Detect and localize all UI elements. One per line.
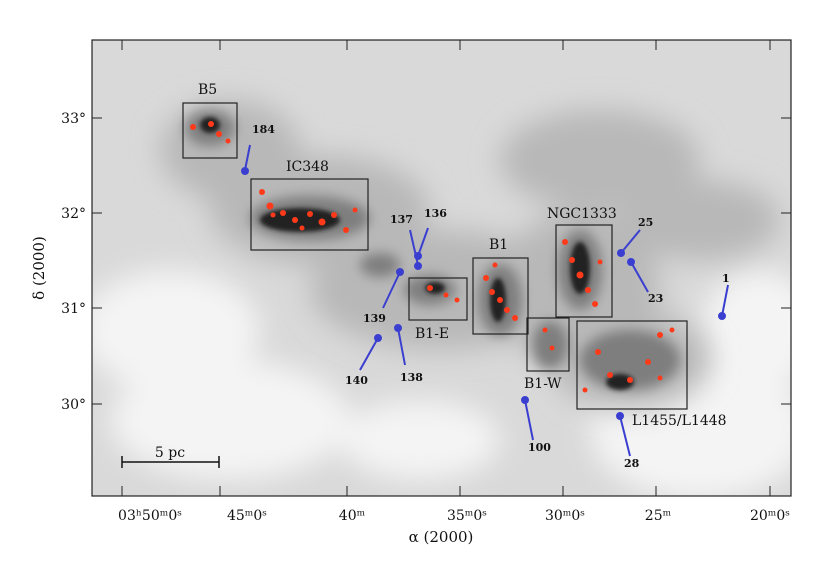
tick-marks: [92, 40, 791, 496]
y-tick-label: 31°: [61, 301, 86, 317]
region-box-b1w: [526, 317, 570, 372]
clump-markers: [190, 121, 675, 393]
marker-label-136: 136: [424, 207, 447, 220]
marker-label-184: 184: [252, 123, 275, 136]
marker-label-139: 139: [363, 312, 386, 325]
marker-label-25: 25: [638, 216, 653, 229]
marker-label-138: 138: [400, 371, 423, 384]
marker-label-23: 23: [648, 292, 663, 305]
region-label-b1w: B1-W: [524, 376, 562, 392]
region-label-l1455: L1455/L1448: [632, 413, 727, 429]
scale-bar: [121, 456, 220, 468]
region-box-b5: [182, 102, 238, 159]
region-box-ngc1333: [555, 224, 613, 318]
y-axis-title: δ (2000): [30, 236, 48, 300]
region-box-ic348: [250, 178, 369, 251]
object-markers: [241, 144, 729, 457]
region-label-b1: B1: [489, 237, 508, 253]
x-tick-label: 45ᵐ0ˢ: [227, 508, 267, 524]
plot-frame: [91, 39, 792, 497]
scale-bar-label: 5 pc: [155, 445, 185, 461]
x-tick-label: 25ᵐ: [645, 508, 672, 524]
marker-label-140: 140: [345, 374, 368, 387]
region-label-b1e: B1-E: [415, 326, 449, 342]
x-axis-title: α (2000): [409, 528, 474, 546]
marker-label-1: 1: [722, 272, 730, 285]
y-tick-label: 33°: [61, 111, 86, 127]
extinction-map: [92, 40, 791, 496]
region-label-ngc1333: NGC1333: [547, 206, 617, 222]
marker-label-100: 100: [528, 441, 551, 454]
region-boxes: [182, 102, 688, 410]
region-label-b5: B5: [198, 82, 217, 98]
y-tick-label: 30°: [61, 397, 86, 413]
x-tick-label: 35ᵐ0ˢ: [447, 508, 487, 524]
region-box-b1e: [408, 277, 468, 321]
x-tick-label: 03ʰ50ᵐ0ˢ: [118, 508, 182, 524]
region-box-l1455: [576, 320, 688, 410]
x-tick-label: 20ᵐ0ˢ: [750, 508, 790, 524]
marker-label-137: 137: [390, 213, 413, 226]
x-tick-label: 40ᵐ: [339, 508, 366, 524]
marker-label-28: 28: [624, 457, 640, 470]
x-tick-label: 30ᵐ0ˢ: [545, 508, 585, 524]
region-box-b1: [472, 257, 529, 335]
y-tick-label: 32°: [61, 206, 86, 222]
region-label-ic348: IC348: [286, 159, 329, 175]
